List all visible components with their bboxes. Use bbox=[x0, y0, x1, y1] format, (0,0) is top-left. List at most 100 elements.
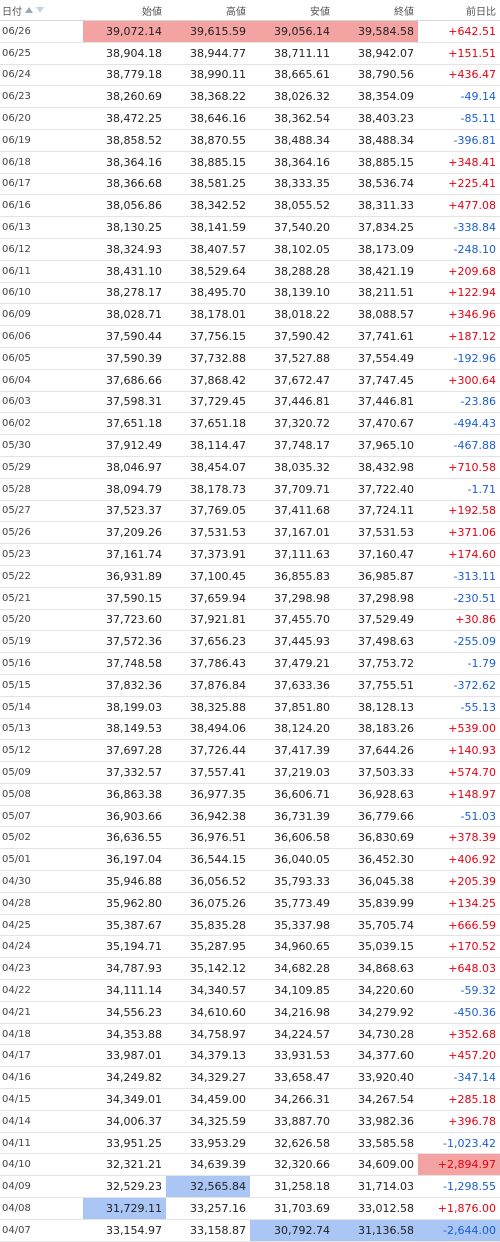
close-cell: 31,136.58 bbox=[334, 1219, 418, 1241]
open-cell: 38,149.53 bbox=[106, 722, 162, 736]
low-cell: 38,102.05 bbox=[274, 242, 330, 256]
date-cell: 04/14 bbox=[2, 1115, 31, 1127]
close-column-header[interactable]: 終値 bbox=[394, 6, 414, 18]
close-cell: 36,830.69 bbox=[358, 831, 414, 845]
table-row: 05/15 37,832.36 37,876.84 37,633.36 37,755.5… bbox=[0, 675, 500, 697]
high-cell: 38,325.88 bbox=[190, 700, 246, 714]
change-cell: -1.71 bbox=[467, 482, 496, 496]
change-cell: +122.94 bbox=[448, 286, 496, 300]
date-cell: 04/15 bbox=[2, 1093, 31, 1105]
close-cell: 37,965.10 bbox=[358, 439, 414, 453]
low-cell: 34,224.57 bbox=[274, 1027, 330, 1041]
close-cell: 36,452.30 bbox=[358, 853, 414, 867]
high-cell: 34,758.97 bbox=[190, 1027, 246, 1041]
low-cell: 32,320.66 bbox=[274, 1158, 330, 1172]
date-column-header[interactable]: 日付 bbox=[0, 3, 83, 18]
open-column-header[interactable]: 始値 bbox=[142, 6, 162, 18]
open-cell: 36,863.38 bbox=[106, 787, 162, 801]
high-cell: 37,100.45 bbox=[190, 569, 246, 583]
high-cell: 37,729.45 bbox=[190, 395, 246, 409]
high-cell: 34,340.57 bbox=[190, 983, 246, 997]
close-cell: 37,298.98 bbox=[358, 591, 414, 605]
change-cell: +148.97 bbox=[448, 787, 496, 801]
date-cell: 06/17 bbox=[2, 178, 31, 190]
low-cell: 39,056.14 bbox=[250, 21, 334, 42]
close-cell: 37,160.47 bbox=[358, 548, 414, 562]
open-cell: 34,353.88 bbox=[106, 1027, 162, 1041]
open-cell: 37,161.74 bbox=[106, 548, 162, 562]
date-cell: 05/23 bbox=[2, 549, 31, 561]
high-cell: 32,565.84 bbox=[166, 1176, 250, 1198]
change-column-header[interactable]: 前日比 bbox=[466, 6, 496, 18]
low-cell: 33,931.53 bbox=[274, 1049, 330, 1063]
close-cell: 36,779.66 bbox=[358, 809, 414, 823]
low-column-header[interactable]: 安値 bbox=[310, 6, 330, 18]
date-cell: 05/27 bbox=[2, 505, 31, 517]
close-cell: 34,730.28 bbox=[358, 1027, 414, 1041]
low-cell: 38,139.10 bbox=[274, 286, 330, 300]
open-cell: 33,951.25 bbox=[106, 1136, 162, 1150]
date-cell: 06/24 bbox=[2, 69, 31, 81]
change-cell: +300.64 bbox=[448, 373, 496, 387]
table-row: 06/16 38,056.86 38,342.52 38,055.52 38,311.3… bbox=[0, 195, 500, 218]
table-row: 05/20 37,723.60 37,921.81 37,455.70 37,529.4… bbox=[0, 610, 500, 632]
change-cell: +30.86 bbox=[455, 613, 496, 627]
change-cell: +371.06 bbox=[448, 526, 496, 540]
high-cell: 38,870.55 bbox=[190, 133, 246, 147]
high-column-header[interactable]: 高値 bbox=[226, 6, 246, 18]
date-cell: 04/25 bbox=[2, 919, 31, 931]
open-cell: 38,858.52 bbox=[106, 133, 162, 147]
date-cell: 06/11 bbox=[2, 265, 31, 277]
table-row: 06/11 38,431.10 38,529.64 38,288.28 38,421.1… bbox=[0, 261, 500, 283]
close-cell: 34,279.92 bbox=[358, 1005, 414, 1019]
open-cell: 37,651.18 bbox=[106, 417, 162, 431]
date-cell: 05/20 bbox=[2, 614, 31, 626]
low-cell: 38,055.52 bbox=[274, 199, 330, 213]
high-cell: 39,615.59 bbox=[166, 21, 250, 42]
open-cell: 38,364.16 bbox=[106, 155, 162, 169]
close-cell: 37,747.45 bbox=[358, 373, 414, 387]
table-row: 04/14 34,006.37 34,325.59 33,887.70 33,982.3… bbox=[0, 1111, 500, 1133]
change-cell: +352.68 bbox=[448, 1027, 496, 1041]
low-cell: 37,298.98 bbox=[274, 591, 330, 605]
low-cell: 38,665.61 bbox=[274, 68, 330, 82]
low-cell: 35,773.49 bbox=[274, 896, 330, 910]
open-cell: 35,387.67 bbox=[106, 918, 162, 932]
high-cell: 36,976.51 bbox=[190, 831, 246, 845]
low-cell: 37,411.68 bbox=[274, 504, 330, 518]
close-cell: 37,470.67 bbox=[358, 417, 414, 431]
low-cell: 32,626.58 bbox=[274, 1136, 330, 1150]
high-cell: 37,726.44 bbox=[190, 744, 246, 758]
open-cell: 38,779.18 bbox=[106, 68, 162, 82]
low-cell: 36,606.58 bbox=[274, 831, 330, 845]
high-cell: 37,769.05 bbox=[190, 504, 246, 518]
change-cell: +666.59 bbox=[448, 918, 496, 932]
table-row: 04/30 35,946.88 36,056.52 35,793.33 36,045.3… bbox=[0, 871, 500, 893]
table-row: 05/14 38,199.03 38,325.88 37,851.80 38,128.1… bbox=[0, 697, 500, 719]
close-cell: 36,985.87 bbox=[358, 569, 414, 583]
close-cell: 34,377.60 bbox=[358, 1049, 414, 1063]
close-cell: 38,432.98 bbox=[358, 460, 414, 474]
date-cell: 06/25 bbox=[2, 47, 31, 59]
sort-descending-icon[interactable] bbox=[36, 7, 44, 13]
change-cell: -230.51 bbox=[453, 591, 496, 605]
close-cell: 37,554.49 bbox=[358, 351, 414, 365]
date-cell: 05/28 bbox=[2, 483, 31, 495]
table-row: 05/08 36,863.38 36,977.35 36,606.71 36,928.6… bbox=[0, 784, 500, 806]
date-cell: 06/23 bbox=[2, 91, 31, 103]
close-cell: 38,536.74 bbox=[358, 177, 414, 191]
close-cell: 38,403.23 bbox=[358, 112, 414, 126]
open-cell: 38,046.97 bbox=[106, 460, 162, 474]
low-cell: 38,333.35 bbox=[274, 177, 330, 191]
close-cell: 38,790.56 bbox=[358, 68, 414, 82]
low-cell: 35,793.33 bbox=[274, 874, 330, 888]
high-cell: 37,659.94 bbox=[190, 591, 246, 605]
change-cell: -51.03 bbox=[460, 809, 496, 823]
close-cell: 38,942.07 bbox=[358, 46, 414, 60]
open-cell: 36,636.55 bbox=[106, 831, 162, 845]
change-cell: -2,644.00 bbox=[418, 1219, 500, 1241]
date-cell: 04/21 bbox=[2, 1006, 31, 1018]
sort-ascending-icon[interactable] bbox=[25, 7, 33, 13]
table-row: 05/21 37,590.15 37,659.94 37,298.98 37,298.9… bbox=[0, 588, 500, 610]
date-cell: 06/04 bbox=[2, 374, 31, 386]
